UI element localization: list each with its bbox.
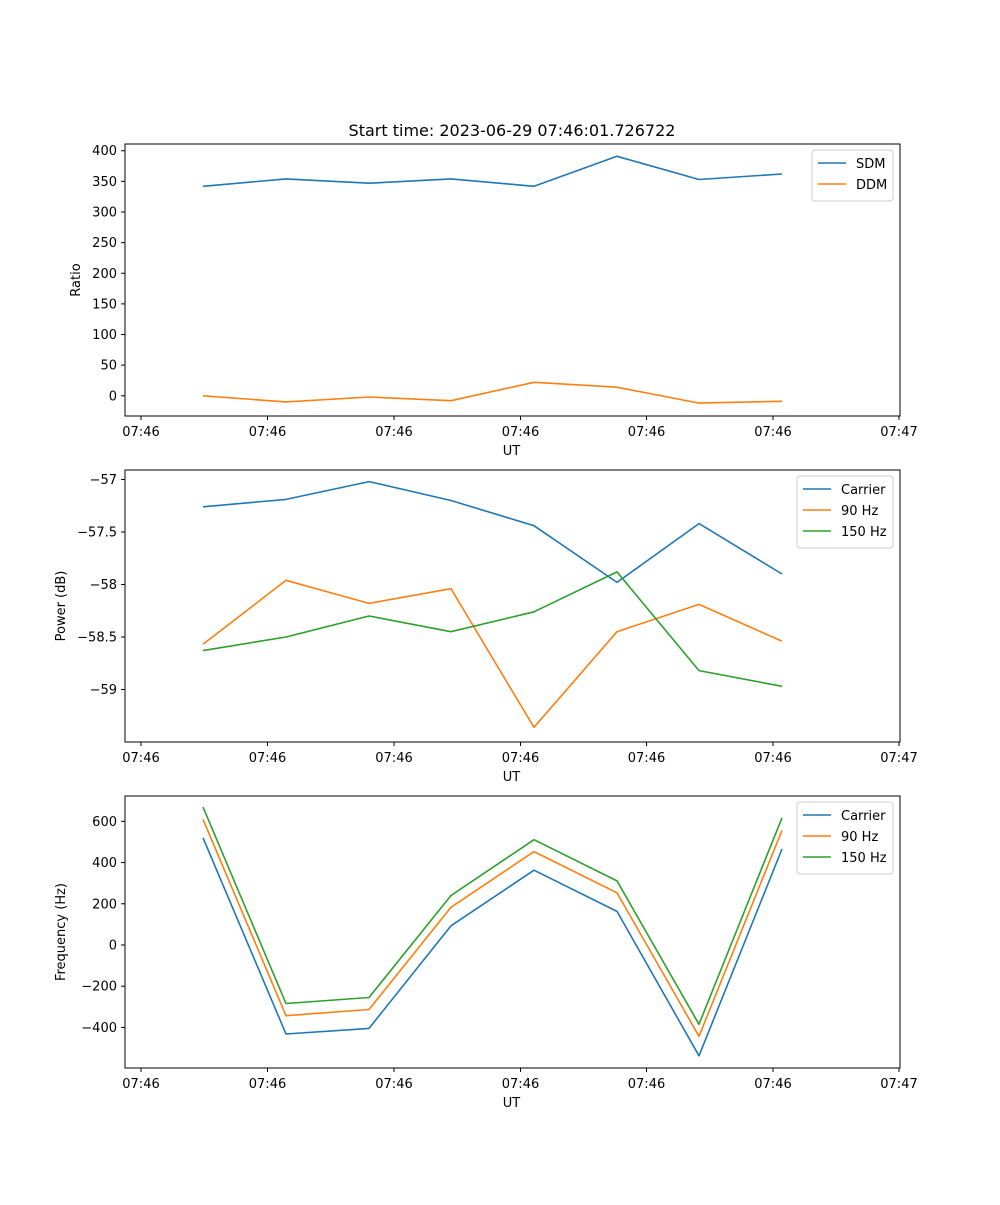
x-tick-label: 07:46: [122, 1077, 159, 1092]
legend-label: DDM: [856, 178, 887, 193]
y-tick-label: 350: [92, 175, 117, 190]
legend-label: 150 Hz: [841, 851, 887, 866]
x-tick-label: 07:46: [375, 751, 412, 766]
series-line-carrier: [202, 480, 783, 584]
x-tick-label: 07:47: [880, 1077, 917, 1092]
legend-label: Carrier: [841, 809, 886, 824]
x-tick-label: 07:46: [628, 1077, 665, 1092]
x-tick-label: 07:46: [754, 1077, 791, 1092]
y-tick-label: −200: [81, 980, 117, 995]
x-tick-label: 07:46: [122, 425, 159, 440]
legend-label: SDM: [856, 157, 885, 172]
y-axis-label: Ratio: [69, 263, 84, 296]
plot-frame: [124, 143, 901, 417]
legend: SDM DDM: [811, 149, 894, 202]
y-tick-label: −58.5: [77, 630, 117, 645]
x-tick-label: 07:46: [754, 425, 791, 440]
y-tick-label: 0: [109, 389, 117, 404]
panel-3: 07:46 07:46 07:46 07:46 07:46 07:46 07:47 −400 −…: [54, 795, 918, 1111]
series-line-ddm: [202, 381, 783, 404]
x-tick-label: 07:47: [880, 425, 917, 440]
x-tick-label: 07:46: [502, 425, 539, 440]
y-tick-label: 600: [92, 815, 117, 830]
x-tick-label: 07:46: [628, 751, 665, 766]
x-tick-label: 07:46: [502, 1077, 539, 1092]
y-tick-label: −58: [90, 578, 117, 593]
y-tick-label: 200: [92, 267, 117, 282]
x-axis-label: UT: [503, 1096, 521, 1111]
plot-frame: [124, 469, 901, 743]
series-line-carrier: [202, 837, 783, 1057]
series-line-90-hz: [202, 579, 783, 729]
y-tick-label: 300: [92, 206, 117, 221]
x-tick-label: 07:46: [249, 751, 286, 766]
series-line-90-hz: [202, 818, 783, 1038]
y-tick-label: 250: [92, 236, 117, 251]
y-axis-label: Frequency (Hz): [54, 883, 69, 981]
legend: Carrier 90 Hz 150 Hz: [796, 801, 894, 875]
y-tick-label: 150: [92, 297, 117, 312]
x-tick-label: 07:46: [628, 425, 665, 440]
legend-label: Carrier: [841, 483, 886, 498]
y-tick-label: −59: [90, 683, 117, 698]
y-tick-label: 50: [100, 359, 117, 374]
x-tick-label: 07:46: [754, 751, 791, 766]
x-tick-label: 07:46: [375, 1077, 412, 1092]
panel-1: 07:46 07:46 07:46 07:46 07:46 07:46 07:47 0 50 10…: [69, 143, 918, 459]
y-tick-label: 400: [92, 144, 117, 159]
x-tick-label: 07:46: [375, 425, 412, 440]
x-tick-label: 07:46: [122, 751, 159, 766]
legend-label: 150 Hz: [841, 525, 887, 540]
x-axis-label: UT: [503, 770, 521, 785]
legend: Carrier 90 Hz 150 Hz: [796, 475, 894, 549]
panel-2: 07:46 07:46 07:46 07:46 07:46 07:46 07:47 −59 −5…: [54, 469, 918, 785]
x-tick-label: 07:46: [502, 751, 539, 766]
y-axis-label: Power (dB): [54, 571, 69, 642]
legend-label: 90 Hz: [841, 830, 878, 845]
x-tick-label: 07:46: [249, 425, 286, 440]
series-line-150-hz: [202, 571, 783, 688]
y-tick-label: −400: [81, 1021, 117, 1036]
y-tick-label: −57: [90, 473, 117, 488]
plot-frame: [124, 795, 901, 1069]
y-tick-label: 200: [92, 897, 117, 912]
y-tick-label: −57.5: [77, 525, 117, 540]
y-tick-label: 100: [92, 328, 117, 343]
figure-title: Start time: 2023-06-29 07:46:01.726722: [349, 121, 676, 140]
series-line-sdm: [202, 155, 783, 188]
y-tick-label: 0: [109, 938, 117, 953]
legend-box: [796, 801, 894, 875]
legend-label: 90 Hz: [841, 504, 878, 519]
x-axis-label: UT: [503, 444, 521, 459]
y-tick-label: 400: [92, 856, 117, 871]
legend-box: [796, 475, 894, 549]
x-tick-label: 07:46: [249, 1077, 286, 1092]
series-line-150-hz: [202, 806, 783, 1026]
x-tick-label: 07:47: [880, 751, 917, 766]
